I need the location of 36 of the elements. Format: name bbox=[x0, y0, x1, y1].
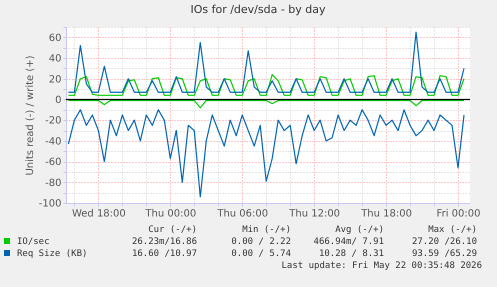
text: Cur (-/+) bbox=[148, 225, 197, 235]
text: 10.28 / 8.31 bbox=[318, 249, 384, 259]
text: 466.94m/ 7.91 bbox=[314, 237, 384, 247]
x-tick-label: Thu 00:00 bbox=[144, 208, 196, 220]
text: 0.00 / 5.74 bbox=[231, 249, 291, 259]
text: 93.59 /65.29 bbox=[412, 249, 477, 259]
y-tick-label: 60 bbox=[48, 32, 62, 44]
text: Max (-/+) bbox=[428, 225, 477, 235]
text: 16.60 /10.97 bbox=[132, 249, 197, 259]
legend-label: IO/sec bbox=[17, 237, 50, 247]
y-tick-label: 20 bbox=[48, 74, 62, 86]
line-series bbox=[68, 32, 465, 93]
y-tick-label: -100 bbox=[38, 198, 62, 210]
y-tick-label: -80 bbox=[45, 178, 62, 189]
y-tick-label: -40 bbox=[45, 136, 62, 148]
y-tick-label: -20 bbox=[45, 116, 62, 127]
y-tick-label: -60 bbox=[45, 157, 62, 168]
y-tick-label: 0 bbox=[55, 94, 62, 106]
line-series bbox=[68, 74, 465, 96]
text: 26.23m/16.86 bbox=[132, 237, 197, 247]
x-tick-label: Thu 18:00 bbox=[360, 208, 412, 220]
text: Last update: Fri May 22 00:35:48 2026 bbox=[282, 261, 482, 271]
x-tick-label: Thu 12:00 bbox=[288, 208, 340, 220]
x-tick-label: Fri 00:00 bbox=[436, 208, 480, 220]
chart-title: IOs for /dev/sda - by day bbox=[190, 3, 326, 16]
x-tick-label: Thu 06:00 bbox=[216, 208, 268, 220]
x-tick-label: Wed 18:00 bbox=[72, 208, 126, 220]
y-axis-title: Units read (-) / write (+) bbox=[24, 55, 36, 176]
text: 27.20 /26.10 bbox=[412, 237, 477, 247]
text: Min (-/+) bbox=[242, 225, 291, 235]
legend-label: Req Size (KB) bbox=[17, 249, 88, 259]
line-series bbox=[68, 109, 465, 198]
text: 0.00 / 2.22 bbox=[231, 237, 291, 247]
line-series bbox=[68, 100, 465, 108]
text: Avg (-/+) bbox=[335, 225, 384, 235]
y-tick-label: 40 bbox=[48, 54, 62, 65]
